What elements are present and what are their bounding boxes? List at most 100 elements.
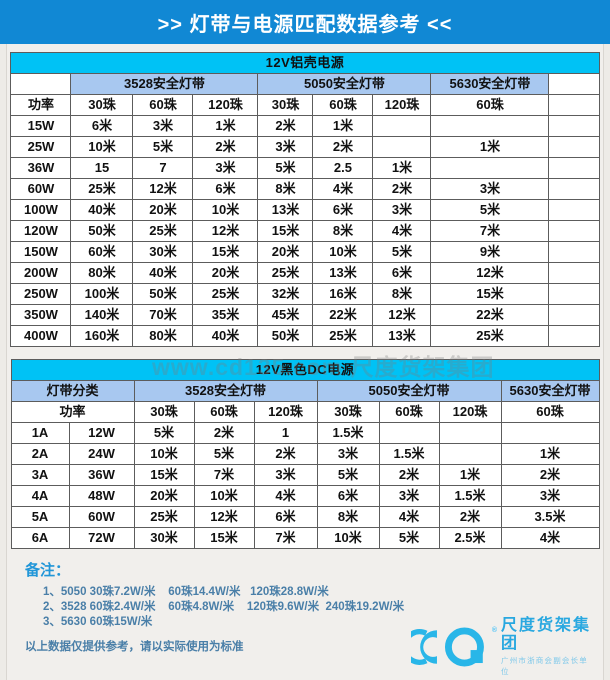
- table2-r4-c8: 3.5米: [500, 506, 600, 528]
- table1-group-3528: 3528安全灯带: [70, 73, 259, 95]
- table2-r0-c6: [378, 422, 440, 444]
- notes-footer: 以上数据仅提供参考，请以实际使用为标准: [25, 641, 244, 653]
- table2-r0-c5: 1.5米: [316, 422, 380, 444]
- table1-r2-c0: 36W: [10, 157, 72, 179]
- table1-r9-c2: 70米: [132, 304, 194, 326]
- table1-r2-c4: 5米: [257, 157, 314, 179]
- table1-r4-c3: 10米: [192, 199, 259, 221]
- table2-r3-c1: 48W: [68, 485, 135, 507]
- table1-r3-c7: 3米: [430, 178, 550, 200]
- table-row: 1A 12W 5米 2米 1 1.5米: [10, 422, 600, 444]
- table2-r5-c7: 2.5米: [438, 527, 502, 549]
- table1-r5-c6: 4米: [372, 220, 432, 242]
- table1-r4-c8: [548, 199, 600, 221]
- table2-group-category: 灯带分类: [10, 380, 135, 402]
- table1-r7-c1: 80米: [70, 262, 134, 284]
- table1-r6-c7: 9米: [430, 241, 550, 263]
- table1-r7-c0: 200W: [10, 262, 72, 284]
- table2-subheader-5050-120: 120珠: [438, 401, 502, 423]
- table2-r3-c7: 1.5米: [438, 485, 502, 507]
- table1-r7-c8: [548, 262, 600, 284]
- table1-r7-c5: 13米: [312, 262, 374, 284]
- table1-r5-c0: 120W: [10, 220, 72, 242]
- table1-r7-c3: 20米: [192, 262, 259, 284]
- table2-r0-c1: 12W: [68, 422, 135, 444]
- table2-subheader-5050-30: 30珠: [316, 401, 380, 423]
- table2-group-5630: 5630安全灯带: [500, 380, 600, 402]
- content-frame: 12V铝壳电源 3528安全灯带 5050安全灯带 5630安全灯带 功率 30…: [6, 44, 604, 680]
- table-row: 100W 40米 20米 10米 13米 6米 3米 5米: [10, 199, 600, 221]
- table1-subheader-blank: [548, 94, 600, 116]
- table1-r2-c1: 15: [70, 157, 134, 179]
- table-dc-power: 12V黑色DC电源 灯带分类 3528安全灯带 5050安全灯带 5630安全灯…: [10, 359, 600, 549]
- registered-mark-icon: ®: [491, 627, 497, 634]
- table1-r9-c6: 12米: [372, 304, 432, 326]
- table-row: 36W 15 7 3米 5米 2.5 1米: [10, 157, 600, 179]
- table1-r3-c4: 8米: [257, 178, 314, 200]
- table-row: 60W 25米 12米 6米 8米 4米 2米 3米: [10, 178, 600, 200]
- logo-text-block: 尺度货架集团 广州市浙商会副会长单位: [501, 617, 593, 677]
- tables-spacer: [9, 347, 601, 359]
- table2-r2-c2: 15米: [133, 464, 195, 486]
- table1-r0-c8: [548, 115, 600, 137]
- table1-r3-c0: 60W: [10, 178, 72, 200]
- table1-r10-c4: 50米: [257, 325, 314, 347]
- table1-r6-c1: 60米: [70, 241, 134, 263]
- table2-r5-c6: 5米: [378, 527, 440, 549]
- table2-r3-c4: 4米: [253, 485, 318, 507]
- table1-r8-c7: 15米: [430, 283, 550, 305]
- notes-title: 备注：: [25, 562, 71, 579]
- notes-list: 1、5050 30珠7.2W/米 60珠14.4W/米 120珠28.8W/米 …: [25, 585, 601, 630]
- table2-r1-c4: 2米: [253, 443, 318, 465]
- table2-r0-c0: 1A: [10, 422, 70, 444]
- table-row: 4A 48W 20米 10米 4米 6米 3米 1.5米 3米: [10, 485, 600, 507]
- table-row: 120W 50米 25米 12米 15米 8米 4米 7米: [10, 220, 600, 242]
- table1-r3-c5: 4米: [312, 178, 374, 200]
- table2-r3-c3: 10米: [193, 485, 255, 507]
- table2-subheader-5050-60: 60珠: [378, 401, 440, 423]
- table1-r0-c5: 1米: [312, 115, 374, 137]
- table1-r10-c7: 25米: [430, 325, 550, 347]
- table1-r8-c6: 8米: [372, 283, 432, 305]
- table1-r3-c2: 12米: [132, 178, 194, 200]
- table2-r4-c4: 6米: [253, 506, 318, 528]
- table2-r1-c3: 5米: [193, 443, 255, 465]
- table1-r9-c7: 22米: [430, 304, 550, 326]
- table2-r1-c6: 1.5米: [378, 443, 440, 465]
- notes-section: 备注： 1、5050 30珠7.2W/米 60珠14.4W/米 120珠28.8…: [9, 559, 601, 654]
- table1-r10-c5: 25米: [312, 325, 374, 347]
- table2-r2-c8: 2米: [500, 464, 600, 486]
- table1-r1-c4: 3米: [257, 136, 314, 158]
- table2-r2-c3: 7米: [193, 464, 255, 486]
- table2-r3-c6: 3米: [378, 485, 440, 507]
- table1-r1-c6: [372, 136, 432, 158]
- table1-subheader-5050-60: 60珠: [312, 94, 374, 116]
- table1-r8-c8: [548, 283, 600, 305]
- table2-r3-c8: 3米: [500, 485, 600, 507]
- table2-r1-c5: 3米: [316, 443, 380, 465]
- table1-r4-c6: 3米: [372, 199, 432, 221]
- table1-r2-c7: [430, 157, 550, 179]
- table2-subheader-row: 功率 30珠 60珠 120珠 30珠 60珠 120珠 60珠: [10, 401, 600, 423]
- table1-r3-c8: [548, 178, 600, 200]
- table1-r3-c6: 2米: [372, 178, 432, 200]
- table2-subheader-3528-60: 60珠: [193, 401, 255, 423]
- table2-r1-c2: 10米: [133, 443, 195, 465]
- table1-r0-c4: 2米: [257, 115, 314, 137]
- table2-r2-c1: 36W: [68, 464, 135, 486]
- table2-r2-c6: 2米: [378, 464, 440, 486]
- table1-r6-c4: 20米: [257, 241, 314, 263]
- list-item: 2、3528 60珠2.4W/米 60珠4.8W/米 120珠9.6W/米 24…: [43, 601, 405, 613]
- table2-subheader-3528-30: 30珠: [133, 401, 195, 423]
- ca-logo-icon: ®: [401, 625, 497, 669]
- table-row: 25W 10米 5米 2米 3米 2米 1米: [10, 136, 600, 158]
- table1-r10-c0: 400W: [10, 325, 72, 347]
- table2-group-5050: 5050安全灯带: [316, 380, 502, 402]
- table2-r1-c8: 1米: [500, 443, 600, 465]
- table1-r9-c5: 22米: [312, 304, 374, 326]
- table2-r4-c1: 60W: [68, 506, 135, 528]
- list-item: 3、5630 60珠15W/米: [43, 616, 153, 628]
- table2-r4-c0: 5A: [10, 506, 70, 528]
- table1-r0-c2: 3米: [132, 115, 194, 137]
- table-row: 400W 160米 80米 40米 50米 25米 13米 25米: [10, 325, 600, 347]
